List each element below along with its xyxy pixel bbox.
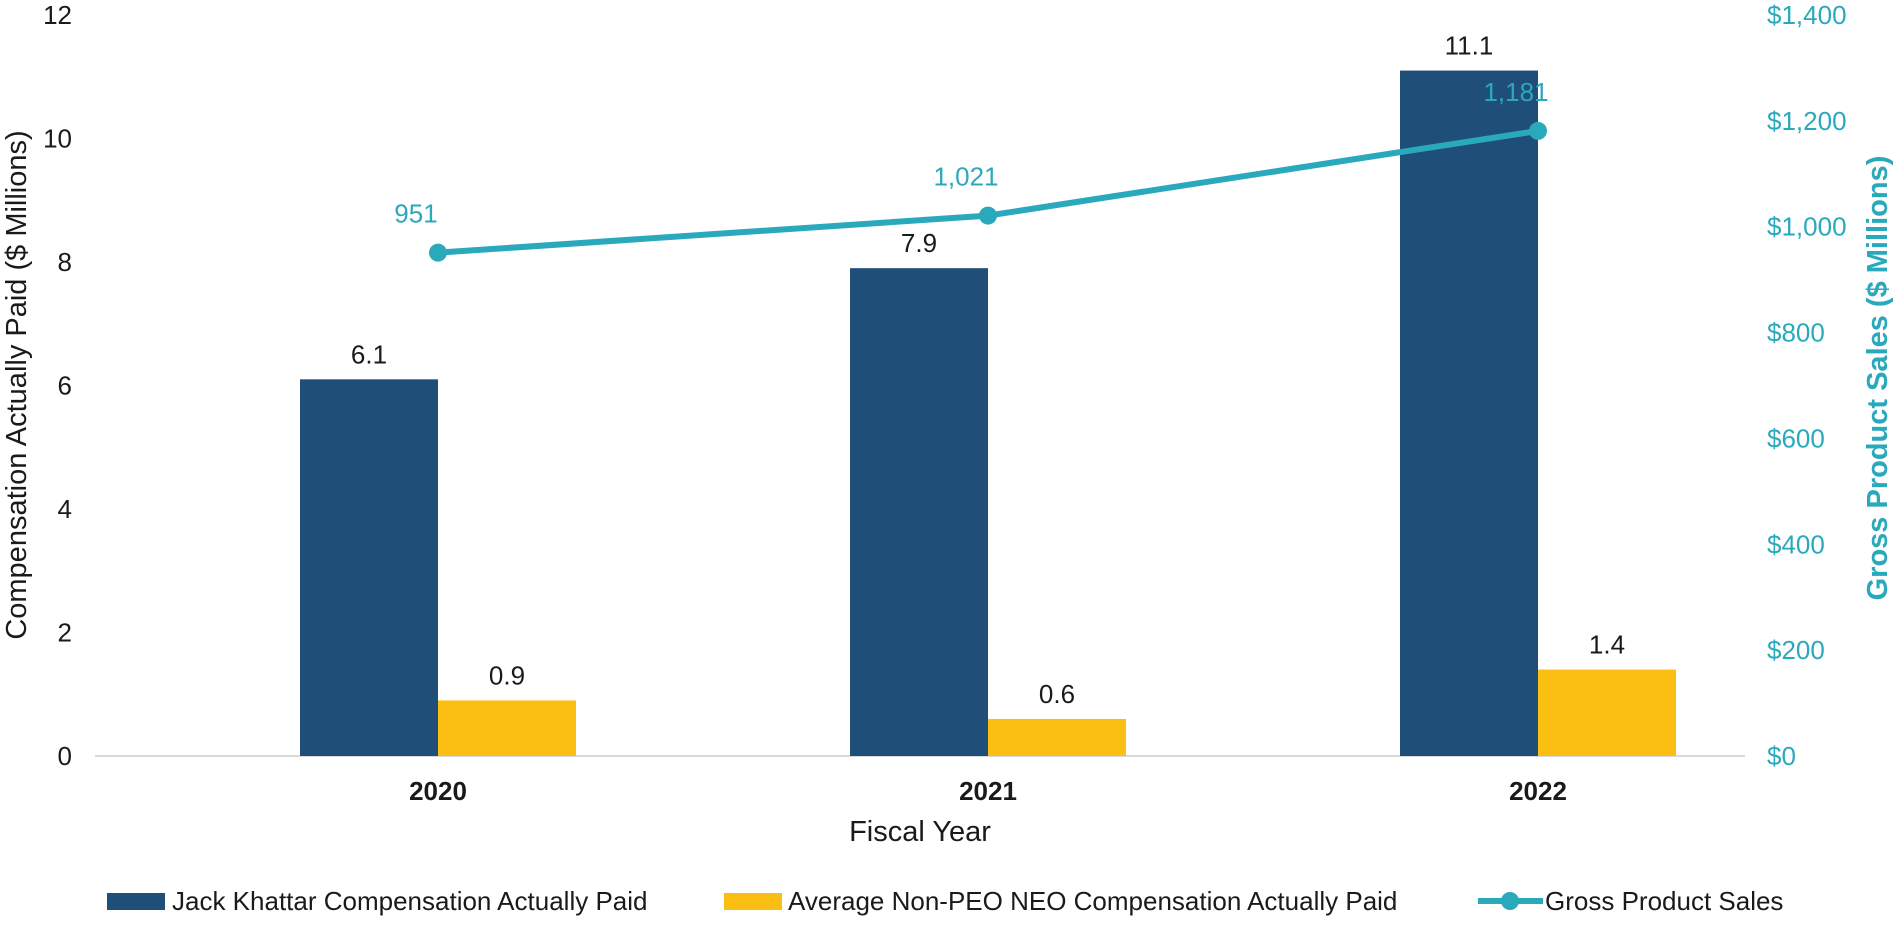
- bars-group: [300, 70, 1676, 756]
- y-tick-label-12: 12: [43, 0, 72, 30]
- left-axis-ticks: 0 2 4 6 8 10 12: [43, 0, 72, 771]
- y-tick-label-6: 6: [58, 371, 72, 401]
- y2-tick-label-5: $1,000: [1767, 212, 1847, 242]
- legend-swatch-compensation: [107, 893, 165, 910]
- y-tick-label-8: 8: [58, 247, 72, 277]
- line-series-group: [429, 121, 1547, 262]
- bar-value-label-non-peo-2022: 1.4: [1589, 630, 1625, 660]
- y-tick-label-4: 4: [58, 494, 72, 524]
- line-point-2022: [1529, 121, 1547, 140]
- bar-value-label-non-peo-2020: 0.9: [489, 660, 525, 690]
- legend-swatch-non-peo: [724, 893, 782, 910]
- y-tick-label-0: 0: [58, 741, 72, 771]
- line-value-label-2020: 951: [394, 199, 437, 229]
- category-labels: 2020 2021 2022: [409, 776, 1567, 806]
- y2-tick-label-6: $1,200: [1767, 106, 1847, 136]
- bar-value-label-jack-khattar-2020: 6.1: [351, 339, 387, 369]
- x-category-label-2021: 2021: [959, 776, 1017, 806]
- bar-non-peo-2022: [1538, 669, 1676, 756]
- y2-tick-label-3: $600: [1767, 423, 1825, 453]
- y2-tick-label-1: $200: [1767, 635, 1825, 665]
- line-point-2021: [979, 206, 997, 225]
- right-axis-ticks: $0 $200 $400 $600 $800 $1,000 $1,200 $1,400: [1767, 0, 1847, 771]
- bar-value-label-jack-khattar-2022: 11.1: [1445, 31, 1494, 61]
- bar-value-label-jack-khattar-2021: 7.9: [901, 228, 937, 258]
- y2-tick-label-7: $1,400: [1767, 0, 1847, 30]
- legend: Jack Khattar Compensation Actually Paid …: [107, 886, 1783, 916]
- x-category-label-2020: 2020: [409, 776, 467, 806]
- line-value-label-2021: 1,021: [933, 162, 998, 192]
- legend-swatch-marker: [1501, 892, 1519, 910]
- x-category-label-2022: 2022: [1509, 776, 1567, 806]
- y-tick-label-2: 2: [58, 618, 72, 648]
- y-tick-label-10: 10: [43, 124, 72, 154]
- legend-label-gross-sales: Gross Product Sales: [1545, 886, 1783, 916]
- bar-jack-khattar-2022: [1400, 70, 1538, 756]
- bar-jack-khattar-2021: [850, 268, 988, 756]
- y2-tick-label-0: $0: [1767, 741, 1796, 771]
- left-axis-title: Compensation Actually Paid ($ Millions): [1, 130, 33, 639]
- bar-non-peo-2021: [988, 718, 1126, 756]
- line-point-2020: [429, 243, 447, 262]
- gross-product-sales-line: [435, 127, 1541, 256]
- bar-value-label-non-peo-2021: 0.6: [1039, 679, 1075, 709]
- y2-tick-label-4: $800: [1767, 318, 1825, 348]
- y2-tick-label-2: $400: [1767, 529, 1825, 559]
- legend-label-compensation: Jack Khattar Compensation Actually Paid: [172, 886, 647, 916]
- bar-non-peo-2020: [438, 700, 576, 756]
- bar-jack-khattar-2020: [300, 379, 438, 756]
- right-axis-title: Gross Product Sales ($ Millions): [1862, 156, 1894, 601]
- legend-label-non-peo: Average Non-PEO NEO Compensation Actuall…: [788, 886, 1397, 916]
- x-axis-title: Fiscal Year: [849, 816, 991, 848]
- data-labels-group: 6.1 7.9 11.1 0.9 0.6 1.4 951 1,021 1,181: [351, 31, 1625, 709]
- line-value-label-2022: 1,181: [1483, 77, 1548, 107]
